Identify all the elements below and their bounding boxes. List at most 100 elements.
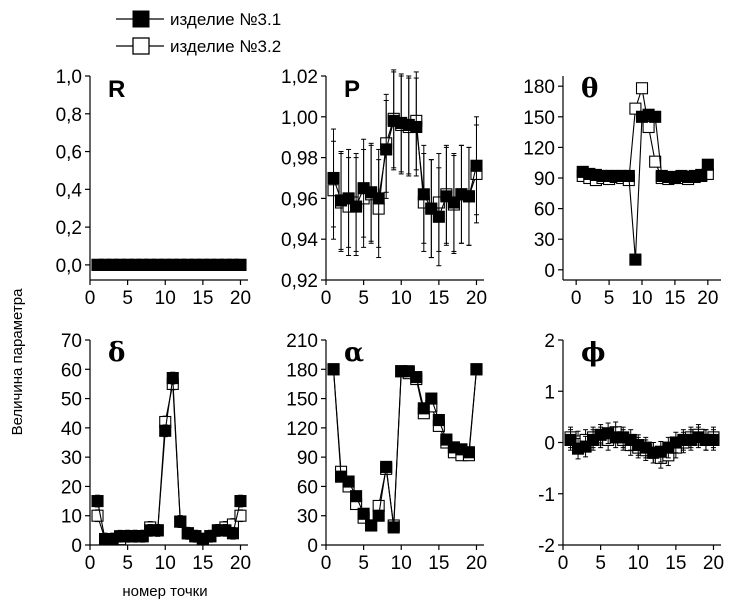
x-tick-label: 0 (85, 288, 96, 309)
x-tick-label: 20 (703, 553, 724, 574)
y-tick-label: 0 (307, 536, 318, 557)
y-tick-label: 0,0 (56, 256, 82, 277)
y-axis-label: Величина параметра (9, 288, 26, 435)
data-point-3-2 (635, 82, 649, 95)
x-axis-label: номер точки (122, 583, 207, 600)
y-tick-label: 0,94 (281, 230, 318, 251)
series-3-1 (327, 363, 483, 534)
data-point-3-1 (425, 392, 438, 405)
x-tick-label: 5 (604, 288, 615, 309)
panel-title: ϕ (581, 338, 605, 368)
data-point-3-1 (380, 460, 393, 473)
panel-theta: 0 30 60 90 120 150 180 0 5 10 15 20 θ (523, 74, 721, 309)
x-tick-label: 15 (428, 288, 449, 309)
legend-item-3-1: изделие №3.1 (116, 10, 281, 29)
series-3-1 (91, 258, 247, 271)
legend-item-3-2: изделие №3.2 (116, 37, 281, 56)
data-point-3-1 (350, 490, 363, 503)
y-tick-label: 210 (286, 331, 318, 352)
data-point-3-1 (707, 433, 720, 446)
x-tick-label: 20 (230, 288, 251, 309)
data-point-3-1 (622, 169, 635, 183)
y-tick-label: 0,8 (56, 105, 82, 126)
y-tick-label: 40 (61, 419, 82, 440)
data-point-3-1 (579, 440, 592, 453)
x-tick-label: 10 (155, 288, 176, 309)
panel-title: P (344, 76, 360, 103)
y-tick-label: -1 (538, 485, 555, 506)
x-tick-label: 5 (122, 288, 133, 309)
data-point-3-1 (159, 424, 172, 437)
y-tick-label: 1,0 (56, 67, 82, 88)
y-tick-label: 10 (61, 507, 82, 528)
x-tick-label: 15 (192, 553, 213, 574)
x-tick-label: 15 (428, 553, 449, 574)
series-3-1 (91, 371, 247, 545)
data-point-3-1 (327, 171, 340, 185)
y-tick-label: 50 (61, 390, 82, 411)
data-point-3-1 (432, 210, 445, 223)
data-point-3-1 (410, 371, 423, 384)
x-tick-label: 15 (192, 288, 213, 309)
y-tick-label: 1,02 (281, 67, 318, 88)
y-tick-label: 90 (297, 448, 318, 469)
y-tick-label: 20 (61, 477, 82, 498)
data-point-3-1 (695, 168, 708, 181)
data-point-3-1 (462, 190, 476, 203)
data-point-3-1 (372, 192, 385, 205)
y-tick-label: 0,6 (56, 143, 82, 164)
x-tick-label: 10 (628, 553, 649, 574)
data-point-3-1 (410, 120, 423, 134)
data-point-3-1 (234, 258, 247, 271)
data-point-3-1 (470, 159, 483, 172)
series-3-1 (327, 71, 483, 267)
data-point-3-1 (365, 519, 378, 532)
x-tick-label: 0 (571, 288, 582, 309)
x-tick-label: 0 (558, 553, 569, 574)
x-tick-label: 5 (122, 553, 133, 574)
y-tick-label: 120 (286, 419, 318, 440)
panel-R: 0,0 0,2 0,4 0,6 0,8 1,0 0 5 10 15 20 R (56, 67, 251, 309)
data-point-3-1 (564, 433, 577, 446)
y-tick-label: 0,4 (56, 180, 83, 201)
series-line (582, 88, 708, 181)
y-tick-label: 30 (61, 448, 82, 469)
panel-title: α (344, 338, 364, 368)
data-point-3-1 (649, 110, 662, 123)
y-tick-label: 0 (544, 261, 555, 282)
y-tick-label: 1 (544, 382, 555, 403)
legend-label-3-1: изделие №3.1 (170, 10, 281, 29)
panel-title: R (108, 76, 125, 103)
x-tick-label: 0 (321, 553, 332, 574)
y-tick-label: 0,98 (281, 149, 318, 170)
legend-marker-open-square (132, 37, 150, 55)
data-point-3-1 (342, 475, 355, 488)
data-point-3-2 (91, 509, 104, 522)
data-point-3-1 (440, 190, 453, 203)
data-point-3-1 (226, 527, 240, 540)
y-tick-label: -2 (538, 536, 555, 557)
data-point-3-1 (342, 192, 355, 205)
series-3-1 (564, 422, 720, 464)
y-tick-label: 0,96 (281, 189, 318, 210)
x-tick-label: 20 (697, 288, 718, 309)
y-tick-label: 60 (61, 360, 82, 381)
y-tick-label: 1,00 (281, 108, 318, 129)
y-tick-label: 180 (286, 360, 318, 381)
y-tick-label: 2 (544, 331, 555, 352)
legend-marker-filled-square (132, 10, 150, 28)
data-point-3-1 (447, 196, 460, 209)
panel-title: θ (581, 74, 598, 104)
data-point-3-1 (470, 363, 483, 376)
x-tick-label: 20 (466, 288, 487, 309)
data-point-3-1 (174, 515, 187, 528)
x-tick-label: 20 (230, 553, 251, 574)
y-tick-label: 120 (523, 138, 555, 159)
data-point-3-1 (91, 495, 104, 508)
x-tick-label: 0 (321, 288, 332, 309)
y-tick-label: 0 (71, 536, 82, 557)
x-tick-label: 15 (665, 553, 686, 574)
data-point-3-1 (425, 202, 438, 215)
data-point-3-1 (350, 200, 363, 213)
